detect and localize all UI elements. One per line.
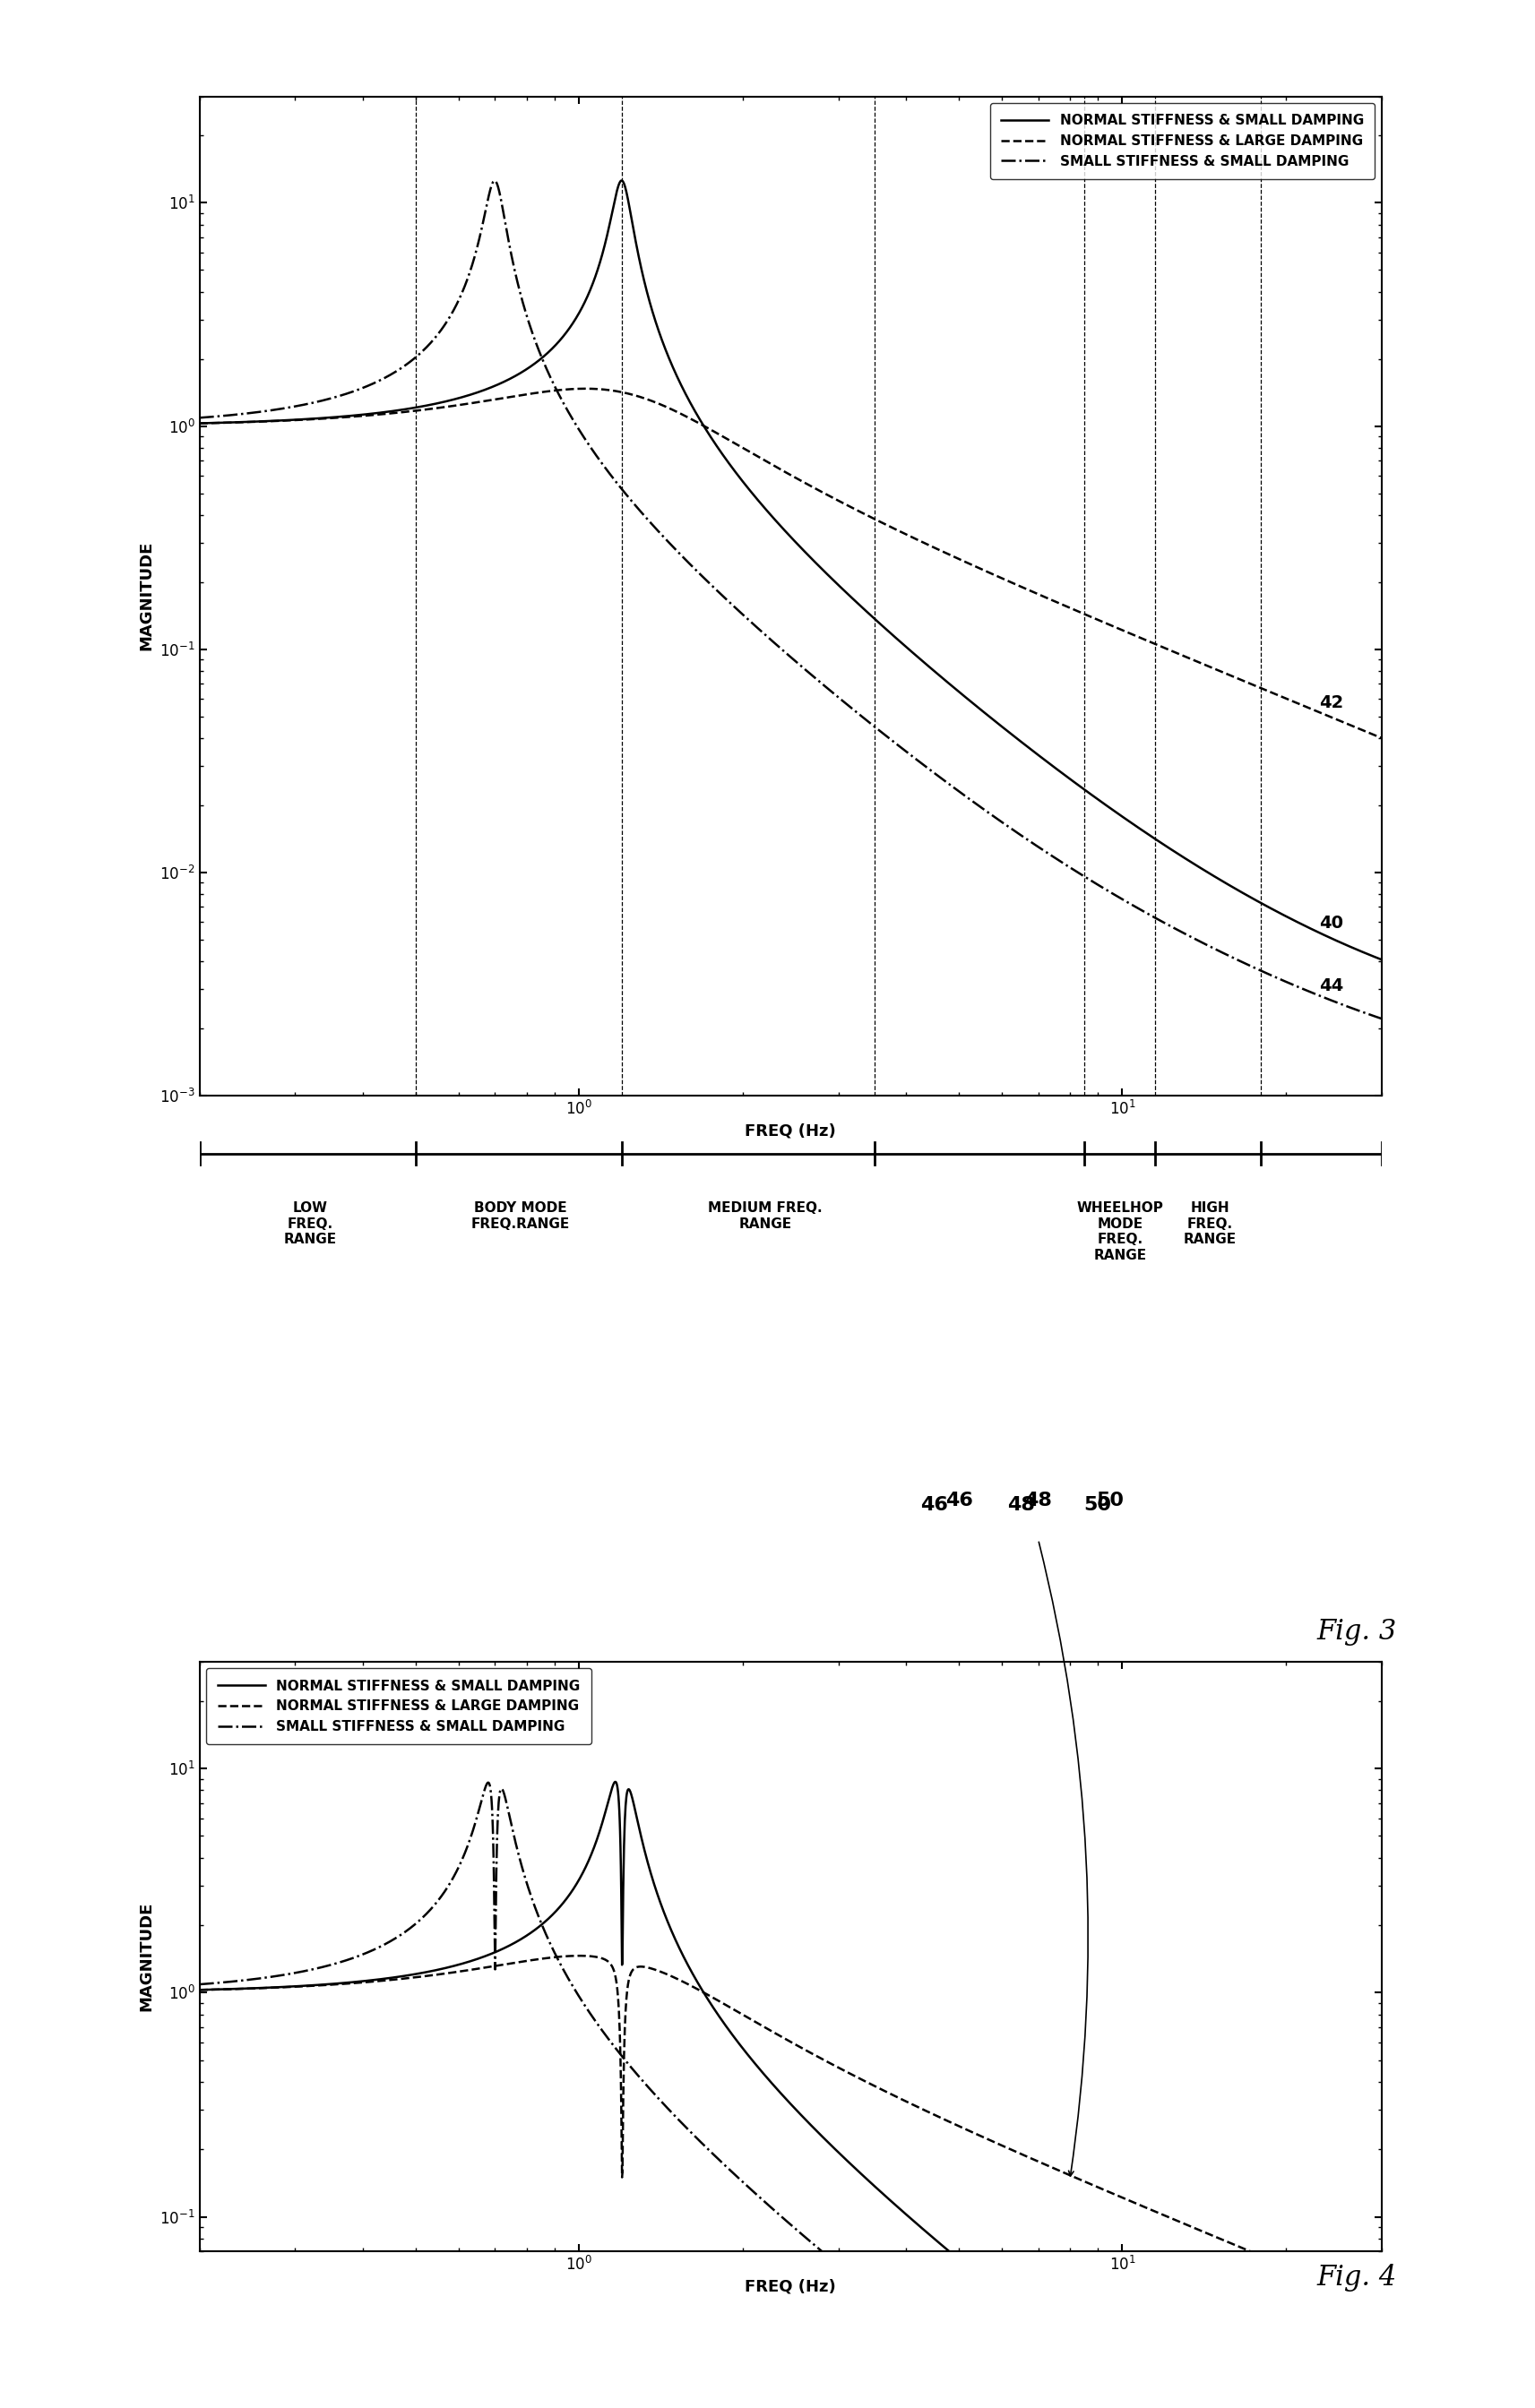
Y-axis label: MAGNITUDE: MAGNITUDE [138, 542, 155, 650]
Text: 40: 40 [1319, 915, 1343, 932]
Text: WHEELHOP
MODE
FREQ.
RANGE: WHEELHOP MODE FREQ. RANGE [1076, 1202, 1164, 1262]
Text: 46: 46 [919, 1495, 947, 1515]
Text: 44: 44 [1319, 978, 1343, 995]
Legend: NORMAL STIFFNESS & SMALL DAMPING, NORMAL STIFFNESS & LARGE DAMPING, SMALL STIFFN: NORMAL STIFFNESS & SMALL DAMPING, NORMAL… [206, 1669, 591, 1743]
X-axis label: FREQ (Hz): FREQ (Hz) [744, 2278, 837, 2295]
Text: 48: 48 [1007, 1495, 1035, 1515]
Text: Fig. 3: Fig. 3 [1317, 1618, 1397, 1647]
Text: 50: 50 [1084, 1495, 1111, 1515]
Text: Fig. 4: Fig. 4 [1317, 2264, 1397, 2292]
X-axis label: FREQ (Hz): FREQ (Hz) [744, 1122, 837, 1139]
Text: 50: 50 [1096, 1491, 1124, 1510]
Text: LOW
FREQ.
RANGE: LOW FREQ. RANGE [284, 1202, 336, 1247]
Text: 46: 46 [946, 1491, 973, 1510]
Text: MEDIUM FREQ.
RANGE: MEDIUM FREQ. RANGE [708, 1202, 823, 1230]
Text: 48: 48 [1024, 1491, 1051, 1510]
Text: BODY MODE
FREQ.RANGE: BODY MODE FREQ.RANGE [471, 1202, 569, 1230]
Text: 42: 42 [1319, 694, 1343, 710]
Text: HIGH
FREQ.
RANGE: HIGH FREQ. RANGE [1183, 1202, 1237, 1247]
Y-axis label: MAGNITUDE: MAGNITUDE [138, 1902, 155, 2011]
Legend: NORMAL STIFFNESS & SMALL DAMPING, NORMAL STIFFNESS & LARGE DAMPING, SMALL STIFFN: NORMAL STIFFNESS & SMALL DAMPING, NORMAL… [990, 104, 1375, 178]
